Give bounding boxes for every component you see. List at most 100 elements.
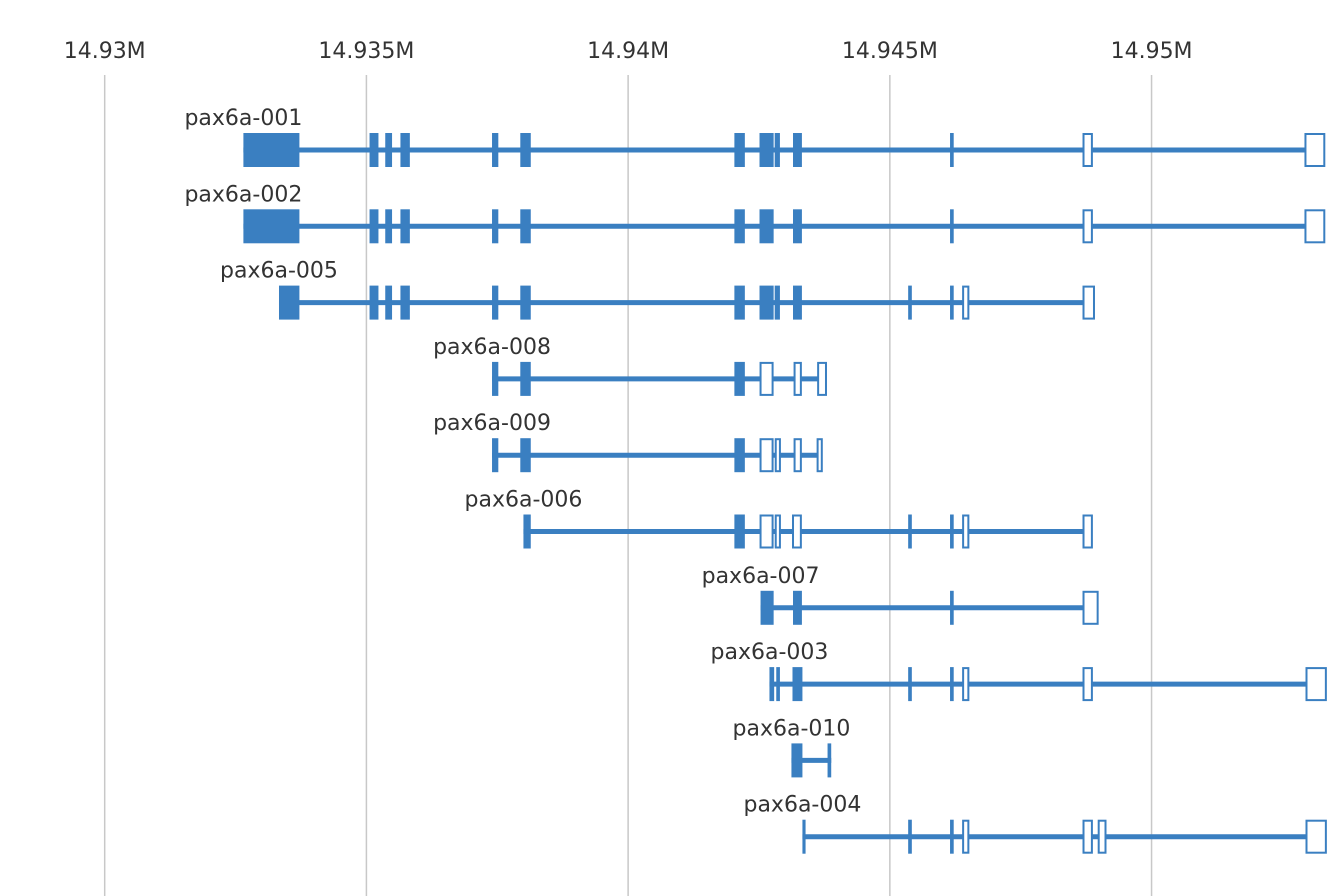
coding-exon xyxy=(792,667,803,702)
coding-exon xyxy=(369,285,379,320)
coding-exon xyxy=(908,514,912,549)
coding-exon xyxy=(520,285,531,320)
coding-exon xyxy=(734,438,745,473)
coding-exon xyxy=(243,133,300,167)
coding-exon xyxy=(950,209,954,244)
transcript-pax6a-009: pax6a-009 xyxy=(433,411,823,473)
transcript-pax6a-008: pax6a-008 xyxy=(433,335,827,396)
utr-exon xyxy=(1305,667,1327,702)
utr-exon xyxy=(1082,514,1093,549)
transcript-tracks: pax6a-001 pax6a-002 pax6a-005 pax6a-008 pax6… xyxy=(184,106,1327,854)
coding-exon xyxy=(520,133,531,167)
utr-exon xyxy=(774,514,781,549)
coding-exon xyxy=(950,514,954,549)
coding-exon xyxy=(793,590,802,625)
utr-exon xyxy=(1082,819,1093,854)
transcript-label: pax6a-003 xyxy=(711,640,829,665)
utr-exon xyxy=(817,361,827,396)
coding-exon xyxy=(278,285,300,320)
transcript-label: pax6a-001 xyxy=(184,106,302,131)
utr-exon xyxy=(793,361,802,396)
coding-exon xyxy=(520,209,531,244)
coding-exon xyxy=(950,590,954,625)
coding-exon xyxy=(759,133,774,167)
transcript-label: pax6a-010 xyxy=(733,716,851,741)
transcript-label: pax6a-006 xyxy=(465,488,583,513)
coding-exon xyxy=(950,285,954,320)
transcript-label: pax6a-004 xyxy=(743,793,861,818)
coding-exon xyxy=(734,133,745,167)
utr-exon xyxy=(962,667,970,702)
utr-exon xyxy=(1304,209,1326,244)
coding-exon xyxy=(793,209,802,244)
utr-exon xyxy=(1082,285,1095,320)
coding-exon xyxy=(400,285,410,320)
coding-exon xyxy=(908,819,912,854)
transcript-pax6a-004: pax6a-004 xyxy=(743,793,1327,854)
utr-exon xyxy=(1082,133,1093,167)
utr-exon xyxy=(816,438,823,473)
coding-exon xyxy=(950,133,954,167)
x-tick-label: 14.95M xyxy=(1111,39,1193,64)
coding-exon xyxy=(492,133,499,167)
transcript-label: pax6a-002 xyxy=(184,182,302,207)
transcript-pax6a-010: pax6a-010 xyxy=(733,716,851,778)
coding-exon xyxy=(734,361,745,396)
coding-exon xyxy=(520,438,531,473)
coding-exon xyxy=(492,361,499,396)
utr-exon xyxy=(759,514,774,549)
utr-exon xyxy=(1305,819,1327,854)
coding-exon xyxy=(791,743,803,778)
coding-exon xyxy=(492,209,499,244)
coding-exon xyxy=(385,285,393,320)
coding-exon xyxy=(734,209,745,244)
transcript-pax6a-003: pax6a-003 xyxy=(711,640,1327,702)
coding-exon xyxy=(492,285,499,320)
coding-exon xyxy=(400,133,410,167)
x-tick-label: 14.945M xyxy=(842,39,938,64)
coding-exon xyxy=(734,285,745,320)
transcript-pax6a-002: pax6a-002 xyxy=(184,182,1326,244)
transcript-pax6a-005: pax6a-005 xyxy=(220,259,1095,320)
coding-exon xyxy=(908,667,912,702)
utr-exon xyxy=(1097,819,1107,854)
coding-exon xyxy=(908,285,912,320)
coding-exon xyxy=(759,209,774,244)
coding-exon xyxy=(950,819,954,854)
coding-exon xyxy=(793,285,802,320)
utr-exon xyxy=(793,438,802,473)
utr-exon xyxy=(1082,667,1093,702)
utr-exon xyxy=(1304,133,1326,167)
coding-exon xyxy=(793,133,802,167)
coding-exon xyxy=(385,209,393,244)
coding-exon xyxy=(760,590,774,625)
coding-exon xyxy=(774,285,780,320)
coding-exon xyxy=(369,133,379,167)
utr-exon xyxy=(774,438,781,473)
coding-exon xyxy=(950,667,954,702)
coding-exon xyxy=(827,743,832,778)
coding-exon xyxy=(369,209,379,244)
utr-exon xyxy=(1082,209,1093,244)
transcript-label: pax6a-005 xyxy=(220,259,338,284)
coding-exon xyxy=(769,667,775,702)
coding-exon xyxy=(523,514,531,549)
x-tick-label: 14.935M xyxy=(318,39,414,64)
transcript-pax6a-007: pax6a-007 xyxy=(702,564,1099,625)
coding-exon xyxy=(243,209,300,244)
utr-exon xyxy=(962,819,970,854)
coding-exon xyxy=(734,514,745,549)
coding-exon xyxy=(759,285,774,320)
x-tick-label: 14.93M xyxy=(64,39,146,64)
utr-exon xyxy=(792,514,802,549)
utr-exon xyxy=(759,361,774,396)
coding-exon xyxy=(385,133,393,167)
coding-exon xyxy=(776,667,780,702)
utr-exon xyxy=(759,438,774,473)
utr-exon xyxy=(1082,590,1099,625)
transcript-label: pax6a-007 xyxy=(702,564,820,589)
coding-exon xyxy=(520,361,531,396)
coding-exon xyxy=(774,133,780,167)
coding-exon xyxy=(492,438,499,473)
